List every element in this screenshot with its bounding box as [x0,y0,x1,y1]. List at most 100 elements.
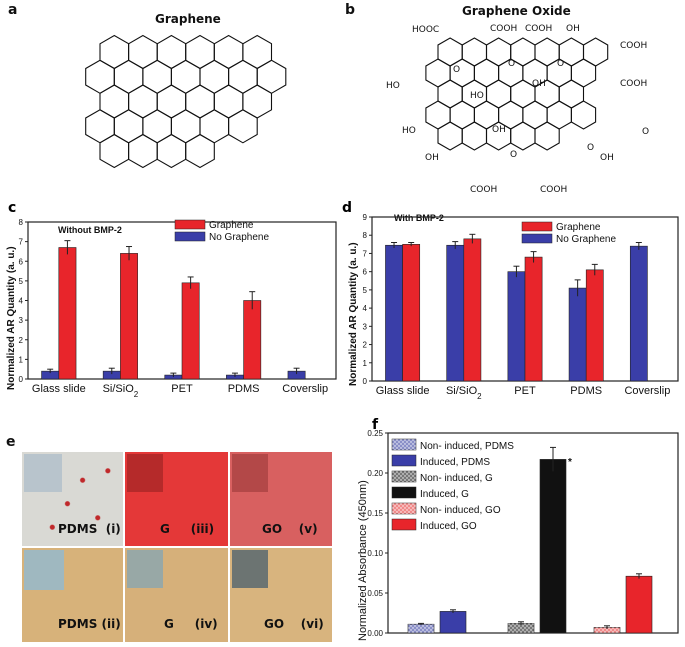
legend-label: Induced, PDMS [420,457,490,468]
go-label: COOH [470,185,497,195]
photo-label: G (iv) [164,617,218,631]
chart-c-note: Without BMP-2 [58,225,122,235]
panel-f-letter: f [372,417,379,433]
graphene-oxide-structure: HOOC COOH COOH OH COOH HO OH COOH HO OH … [386,24,649,195]
y-tick-label: 1 [363,359,368,368]
bar-graphene [585,269,604,382]
hexagon-ring [522,100,548,130]
photo-label: PDMS (i) [58,522,121,536]
y-tick-label: 4 [19,297,24,306]
go-label: OH [425,153,439,163]
go-label: HO [402,126,416,136]
bar-graphene [181,282,200,380]
red-spots [22,452,123,546]
bar-induced-go [625,575,653,634]
hexagon-ring [534,37,560,67]
hexagon-ring [228,109,258,144]
bar-no-graphene [568,287,587,382]
bar-induced-g [539,459,567,634]
y-tick-label: 0.15 [367,509,383,518]
hexagon-ring [546,100,572,130]
y-tick-label: 3 [19,316,24,325]
x-category-label: PDMS [228,383,260,395]
y-tick-label: 9 [363,213,368,222]
bar-graphene [120,253,138,380]
go-label: COOH [540,185,567,195]
bar-graphene [402,244,421,382]
significance-star: * [568,457,572,468]
bar-no-graphene [446,244,465,382]
bar-graphene [463,238,482,382]
legend-label: Graphene [556,222,601,233]
x-category-label: Glass slide [376,385,430,397]
hexagon-ring [510,121,536,151]
photo-label: GO (v) [262,522,318,536]
chart-f: f Normalized Absorbance (450nm) 0.00 0.05… [357,417,679,641]
x-category-label: Si/SiO2 [103,383,139,399]
panel-c-letter: c [8,200,16,216]
y-tick-label: 6 [363,268,368,277]
y-tick-label: 8 [363,231,368,240]
go-label: COOH [620,41,647,51]
photo-go-v [230,452,332,546]
x-category-label: PDMS [570,385,602,397]
y-tick-label: 0 [363,377,368,386]
inset-swatch [24,550,64,590]
legend-label: Induced, GO [420,521,477,532]
photo-pdms-ii [22,548,123,642]
go-atom-o: O [508,59,515,69]
legend-label: Non- induced, G [420,473,493,484]
chart-d-note: With BMP-2 [394,213,444,223]
go-atom-o: O [510,150,517,160]
hexagon-ring [425,100,451,130]
panel-a-letter: a [8,2,18,18]
y-tick-label: 5 [19,277,24,286]
hexagon-ring [437,79,463,109]
y-tick-label: 5 [363,286,368,295]
legend-swatch [521,233,553,244]
bar-graphene [243,300,262,380]
photo-g-iv [125,548,228,642]
y-tick-label: 0 [19,375,24,384]
go-atom-o: O [557,59,564,69]
panel-b-letter: b [345,2,356,18]
hexagon-ring [437,121,463,151]
hexagon-ring [461,121,488,151]
x-category-label: Si/SiO2 [446,385,482,401]
hexagon-ring [558,79,585,109]
y-tick-label: 0.20 [367,469,383,478]
go-label: COOH [490,24,517,34]
hexagon-ring [461,37,488,67]
go-label: OH [532,79,546,89]
legend-label: No Graphene [556,234,616,245]
x-category-label: Coverslip [282,383,328,395]
hexagon-ring [425,58,451,88]
bar-graphene [524,256,543,382]
photo-g-iii [125,452,228,546]
legend-label: Graphene [209,220,254,231]
legend-swatch [391,486,417,499]
x-category-label: Coverslip [624,385,670,397]
legend-swatch-pattern [392,503,416,514]
inset-swatch [127,454,163,492]
y-tick-label: 6 [19,257,24,266]
go-label: HOOC [412,25,439,35]
inset-swatch [232,454,268,492]
hexagon-ring [582,37,609,67]
bar-non-induced-g-pattern [508,623,534,633]
graphene-title: Graphene [155,12,221,26]
panel-e-letter: e [6,434,16,450]
legend-swatch [521,221,553,232]
legend-swatch-pattern [392,471,416,482]
legend-swatch [391,454,417,467]
y-tick-label: 0.10 [367,549,383,558]
go-label: COOH [620,79,647,89]
hexagon-ring [185,133,215,169]
y-tick-label: 3 [363,322,368,331]
graphene-structure [85,34,287,169]
bar-induced-pdms [439,611,467,634]
hexagon-ring [473,58,500,88]
inset-swatch [127,550,163,588]
legend-swatch [391,518,417,531]
y-tick-label: 7 [363,249,368,258]
